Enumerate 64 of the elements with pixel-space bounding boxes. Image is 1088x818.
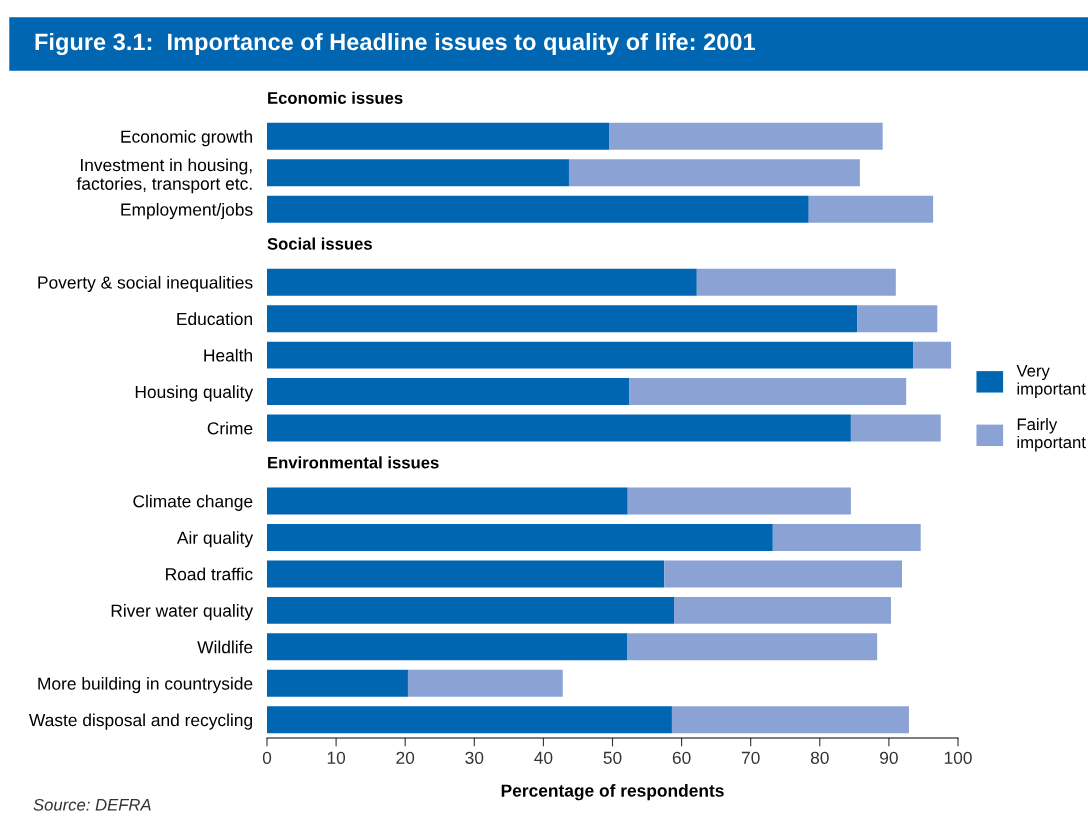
- y-tick-label: Waste disposal and recycling: [29, 713, 252, 730]
- bar: [772, 523, 921, 551]
- bar: [696, 268, 896, 296]
- x-tick-label: 100: [944, 751, 972, 764]
- y-tick-label: Road traffic: [166, 567, 253, 581]
- y-tick-label: Environmental issues: [268, 456, 439, 469]
- bar: [267, 159, 569, 187]
- x-tick-label: 50: [603, 751, 622, 764]
- bar: [267, 378, 630, 406]
- chart-title: Figure 3.1: Importance of Headline issues to quality of life: 2001: [35, 32, 755, 56]
- y-tick-label: More building in countryside: [38, 677, 253, 694]
- bar: [267, 633, 628, 661]
- bar: [913, 341, 952, 369]
- bar: [267, 414, 851, 442]
- y-tick-label: Housing quality: [135, 385, 254, 402]
- x-tick-label: 40: [534, 751, 553, 764]
- y-tick-label: Air quality: [176, 531, 254, 548]
- bar: [267, 195, 809, 223]
- x-tick-label: 0: [262, 751, 272, 764]
- y-tick-label: Economic issues: [268, 91, 403, 104]
- y-tick-label: Poverty & social inequalities: [38, 275, 253, 293]
- bar: [850, 414, 941, 442]
- bar: [267, 305, 858, 333]
- bar: [267, 523, 773, 551]
- x-tick-label: 80: [810, 751, 829, 764]
- bar: [664, 560, 903, 588]
- y-tick-label: Employment/jobs: [121, 202, 253, 220]
- bar: [627, 487, 851, 515]
- y-tick-label: Social issues: [267, 237, 372, 250]
- x-tick-label: 60: [672, 751, 691, 764]
- bar: [808, 195, 934, 223]
- y-tick-label: Education: [177, 312, 252, 326]
- legend-label: Very important: [1016, 365, 1086, 398]
- bar: [609, 122, 883, 150]
- bar: [267, 268, 697, 296]
- y-tick-label: Crime: [207, 421, 253, 435]
- bar: [674, 596, 891, 624]
- bar: [267, 122, 610, 150]
- x-tick-label: 30: [465, 751, 484, 764]
- bar: [407, 669, 563, 697]
- x-axis-title: Percentage of respondents: [501, 784, 724, 801]
- x-tick-label: 70: [741, 751, 760, 764]
- y-tick-label: Climate change: [133, 494, 253, 511]
- bar: [267, 487, 628, 515]
- source-note: Source: DEFRA: [33, 798, 151, 811]
- bar: [629, 378, 907, 406]
- y-tick-label: Health: [204, 348, 252, 362]
- x-tick-label: 90: [880, 751, 898, 764]
- bar: [267, 669, 408, 697]
- bar: [568, 159, 860, 187]
- y-tick-label: Wildlife: [197, 640, 253, 654]
- legend-label: Fairly important: [1017, 418, 1086, 452]
- bar: [857, 305, 938, 333]
- y-tick-label: Economic growth: [121, 130, 252, 147]
- y-tick-label: Investment in housing, factories, transport etc.: [76, 158, 252, 194]
- bar: [267, 596, 674, 624]
- x-tick-label: 10: [327, 751, 346, 764]
- bar: [671, 706, 909, 734]
- bar: [267, 706, 672, 734]
- y-tick-label: River water quality: [111, 604, 254, 621]
- x-tick-label: 20: [396, 751, 415, 764]
- bar: [267, 341, 914, 369]
- bar: [627, 633, 878, 661]
- bar: [267, 560, 665, 588]
